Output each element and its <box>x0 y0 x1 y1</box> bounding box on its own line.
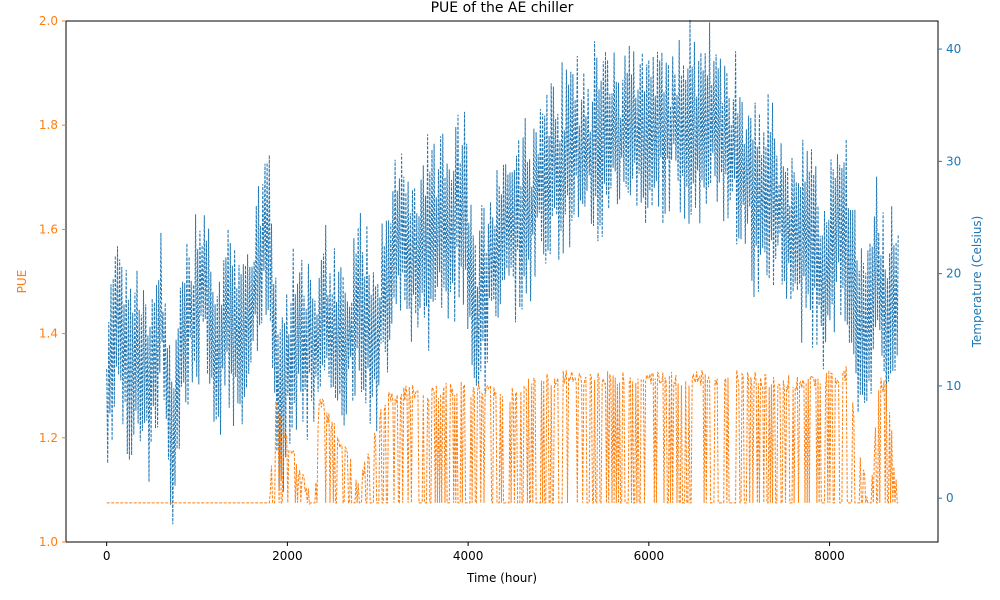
plot-frame <box>65 20 939 543</box>
pue-series-line <box>106 366 899 506</box>
right-y-tick-label: 0 <box>946 491 954 505</box>
x-tick-label: 6000 <box>634 549 665 563</box>
left-y-axis: 1.0 1.2 1.4 1.6 1.8 2.0 <box>39 14 66 549</box>
left-y-axis-label: PUE <box>15 270 29 294</box>
temperature-series-group <box>106 19 899 525</box>
left-y-tick-label: 1.8 <box>39 118 58 132</box>
left-y-tick-label: 2.0 <box>39 14 58 28</box>
left-y-tick-label: 1.2 <box>39 431 58 445</box>
temperature-series-line <box>106 19 899 525</box>
left-y-tick-label: 1.4 <box>39 327 58 341</box>
right-y-axis: 0 10 20 30 40 <box>938 42 961 505</box>
x-tick-label: 8000 <box>814 549 845 563</box>
right-y-tick-label: 10 <box>946 379 961 393</box>
x-tick-label: 0 <box>103 549 111 563</box>
left-y-tick-label: 1.6 <box>39 222 58 236</box>
pue-series-group <box>106 366 899 506</box>
left-y-tick-label: 1.0 <box>39 535 58 549</box>
right-y-axis-label: Temperature (Celsius) <box>970 216 984 349</box>
x-tick-label: 2000 <box>272 549 303 563</box>
x-axis-label: Time (hour) <box>466 571 537 585</box>
right-y-tick-label: 20 <box>946 267 961 281</box>
chart-title: PUE of the AE chiller <box>431 0 574 16</box>
right-y-tick-label: 30 <box>946 154 961 168</box>
right-y-tick-label: 40 <box>946 42 961 56</box>
x-axis: 0 2000 4000 6000 8000 <box>103 542 845 563</box>
x-tick-label: 4000 <box>453 549 484 563</box>
